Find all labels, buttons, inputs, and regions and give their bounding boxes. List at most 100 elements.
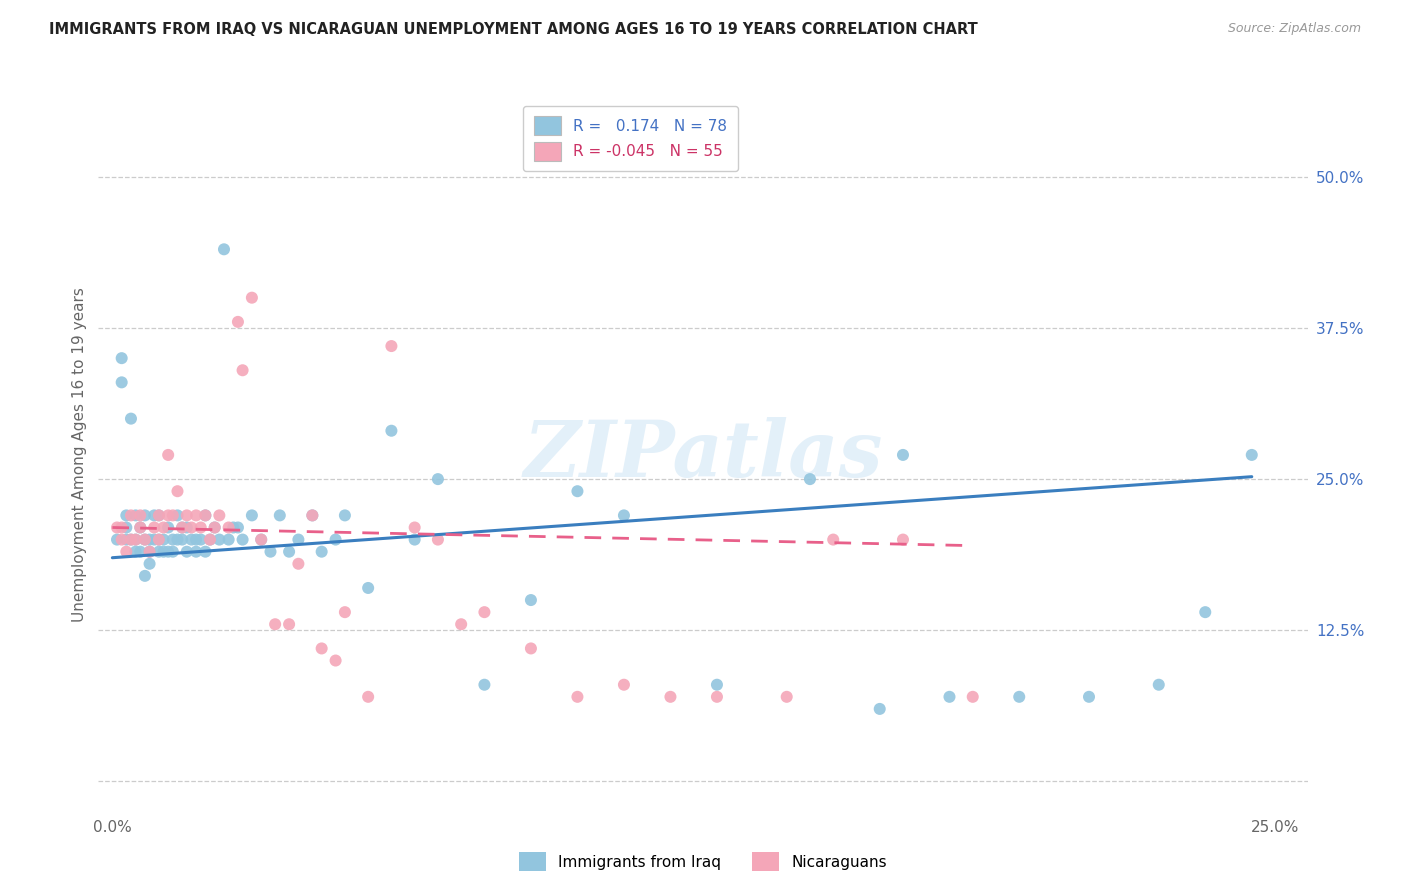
Point [333, 508, 356, 523]
Point [143, 533, 166, 547]
Point [259, 544, 281, 558]
Point [278, 544, 301, 558]
Point [157, 520, 180, 534]
Point [194, 508, 217, 523]
Point [143, 520, 166, 534]
Point [172, 533, 194, 547]
Text: ZIPatlas: ZIPatlas [523, 417, 883, 493]
Point [162, 508, 184, 523]
Point [325, 654, 347, 668]
Point [706, 678, 728, 692]
Point [380, 339, 402, 353]
Point [426, 472, 449, 486]
Point [166, 508, 188, 523]
Point [143, 508, 166, 523]
Point [240, 291, 263, 305]
Point [162, 544, 184, 558]
Point [138, 544, 160, 558]
Point [269, 508, 291, 523]
Point [264, 617, 287, 632]
Legend: Immigrants from Iraq, Nicaraguans: Immigrants from Iraq, Nicaraguans [513, 847, 893, 877]
Text: IMMIGRANTS FROM IRAQ VS NICARAGUAN UNEMPLOYMENT AMONG AGES 16 TO 19 YEARS CORREL: IMMIGRANTS FROM IRAQ VS NICARAGUAN UNEMP… [49, 22, 979, 37]
Point [111, 376, 134, 390]
Point [152, 544, 174, 558]
Y-axis label: Unemployment Among Ages 16 to 19 years: Unemployment Among Ages 16 to 19 years [72, 287, 87, 623]
Point [134, 533, 156, 547]
Point [474, 678, 496, 692]
Point [198, 533, 221, 547]
Point [120, 411, 142, 425]
Point [226, 520, 249, 534]
Point [1147, 678, 1170, 692]
Point [184, 508, 207, 523]
Point [190, 533, 212, 547]
Point [706, 690, 728, 704]
Point [176, 508, 198, 523]
Point [325, 533, 347, 547]
Point [157, 508, 180, 523]
Point [157, 448, 180, 462]
Point [129, 520, 152, 534]
Point [567, 484, 589, 499]
Point [250, 533, 273, 547]
Point [134, 533, 156, 547]
Point [172, 520, 194, 534]
Point [232, 363, 254, 377]
Point [115, 533, 138, 547]
Point [176, 520, 198, 534]
Point [823, 533, 845, 547]
Point [184, 533, 207, 547]
Point [891, 533, 914, 547]
Point [166, 533, 188, 547]
Point [450, 617, 472, 632]
Point [520, 641, 543, 656]
Point [869, 702, 891, 716]
Point [232, 533, 254, 547]
Point [1008, 690, 1031, 704]
Point [204, 520, 226, 534]
Point [157, 544, 180, 558]
Point [172, 520, 194, 534]
Point [962, 690, 984, 704]
Point [194, 508, 217, 523]
Point [184, 544, 207, 558]
Point [124, 544, 146, 558]
Point [120, 533, 142, 547]
Point [111, 533, 134, 547]
Point [222, 520, 245, 534]
Point [129, 544, 152, 558]
Point [105, 520, 128, 534]
Point [474, 605, 496, 619]
Point [111, 520, 134, 534]
Point [891, 448, 914, 462]
Point [120, 533, 142, 547]
Point [176, 544, 198, 558]
Point [240, 508, 263, 523]
Point [120, 508, 142, 523]
Point [198, 533, 221, 547]
Point [115, 544, 138, 558]
Point [212, 242, 235, 256]
Point [180, 520, 202, 534]
Point [301, 508, 323, 523]
Point [105, 533, 128, 547]
Point [138, 544, 160, 558]
Point [180, 533, 202, 547]
Point [124, 533, 146, 547]
Point [776, 690, 799, 704]
Point [613, 508, 636, 523]
Point [404, 533, 426, 547]
Point [380, 424, 402, 438]
Point [333, 605, 356, 619]
Point [799, 472, 821, 486]
Point [115, 520, 138, 534]
Point [659, 690, 682, 704]
Point [357, 690, 380, 704]
Point [148, 533, 170, 547]
Point [426, 533, 449, 547]
Point [124, 508, 146, 523]
Point [138, 533, 160, 547]
Point [278, 617, 301, 632]
Point [152, 520, 174, 534]
Point [134, 569, 156, 583]
